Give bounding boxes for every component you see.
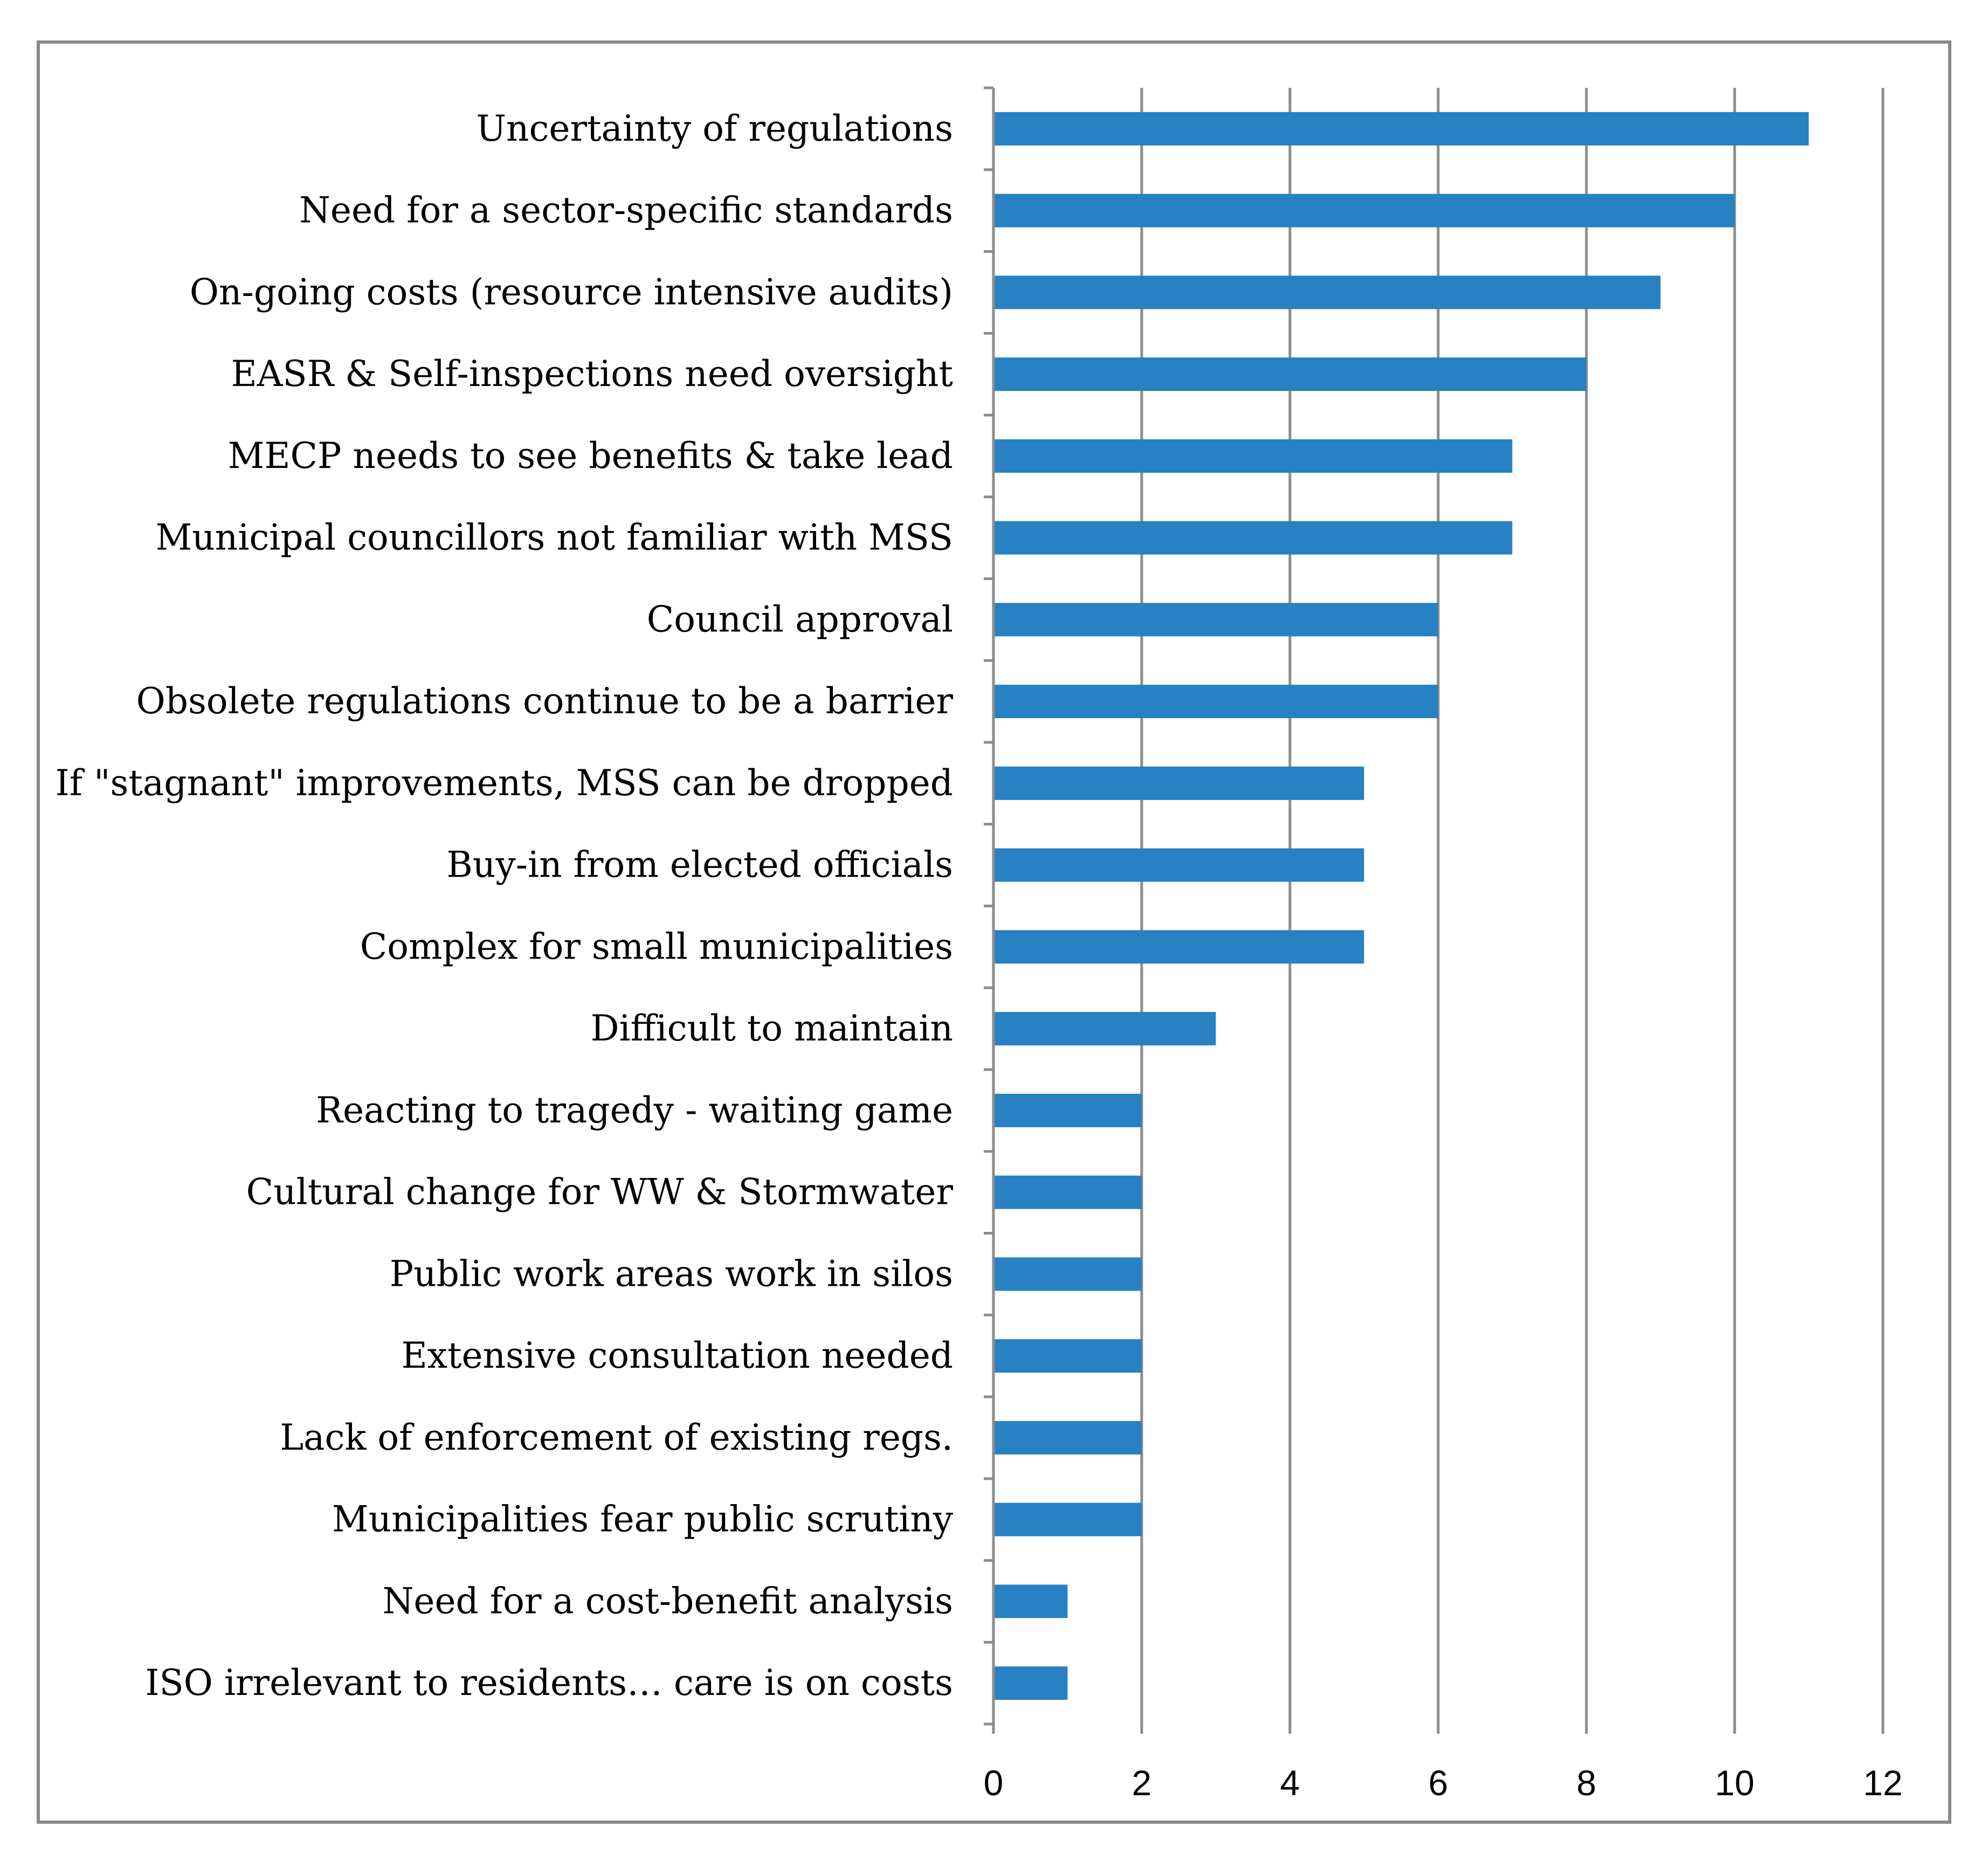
bar-5 (993, 439, 1513, 473)
category-label-13: Reacting to tragedy - waiting game (316, 1090, 953, 1131)
x-tick-label-6: 6 (1428, 1763, 1448, 1803)
category-label-3: On-going costs (resource intensive audit… (190, 271, 953, 313)
bar-10 (993, 848, 1364, 882)
x-tick-label-4: 4 (1280, 1763, 1300, 1803)
x-tick-label-8: 8 (1577, 1763, 1597, 1803)
bar-12 (993, 1012, 1216, 1046)
bar-15 (993, 1257, 1142, 1291)
bar-6 (993, 521, 1513, 555)
x-tick-labels: 0 2 4 6 8 10 12 (984, 1763, 1903, 1803)
bar-18 (993, 1502, 1142, 1536)
category-label-15: Public work areas work in silos (390, 1253, 953, 1294)
category-label-11: Complex for small municipalities (360, 926, 953, 967)
category-label-16: Extensive consultation needed (402, 1335, 953, 1376)
bar-7 (993, 603, 1438, 637)
bar-14 (993, 1175, 1142, 1209)
category-label-20: ISO irrelevant to residents… care is on … (145, 1662, 953, 1704)
bar-8 (993, 685, 1438, 719)
category-label-7: Council approval (647, 598, 953, 640)
bar-1 (993, 112, 1809, 146)
category-label-5: MECP needs to see benefits & take lead (228, 435, 953, 477)
bar-4 (993, 357, 1586, 391)
category-label-6: Municipal councillors not familiar with … (156, 517, 953, 559)
category-label-18: Municipalities fear public scrutiny (332, 1499, 954, 1540)
category-label-9: If "stagnant" improvements, MSS can be d… (56, 762, 953, 804)
category-label-14: Cultural change for WW & Stormwater (246, 1171, 954, 1213)
category-label-2: Need for a sector-specific standards (299, 190, 953, 231)
bar-2 (993, 194, 1735, 228)
bar-20 (993, 1666, 1068, 1700)
bar-19 (993, 1584, 1068, 1618)
category-label-8: Obsolete regulations continue to be a ba… (136, 680, 954, 722)
bar-16 (993, 1339, 1142, 1373)
bars (993, 112, 1809, 1700)
bar-11 (993, 930, 1364, 964)
x-tick-label-0: 0 (984, 1763, 1004, 1803)
category-labels: Uncertainty of regulations Need for a sec… (56, 108, 954, 1704)
category-label-10: Buy-in from elected officials (446, 844, 953, 886)
x-tick-label-12: 12 (1863, 1763, 1902, 1803)
x-tick-label-10: 10 (1715, 1763, 1754, 1803)
category-label-17: Lack of enforcement of existing regs. (280, 1417, 953, 1458)
bar-13 (993, 1093, 1142, 1127)
category-axis (984, 86, 995, 1734)
gridlines (1140, 88, 1885, 1734)
category-label-1: Uncertainty of regulations (476, 108, 953, 149)
category-label-19: Need for a cost-benefit analysis (383, 1580, 953, 1622)
category-label-12: Difficult to maintain (591, 1008, 953, 1049)
bar-17 (993, 1421, 1142, 1455)
category-label-4: EASR & Self-inspections need oversight (231, 353, 953, 395)
bar-3 (993, 275, 1661, 309)
x-tick-label-2: 2 (1132, 1763, 1152, 1803)
bar-9 (993, 766, 1364, 800)
